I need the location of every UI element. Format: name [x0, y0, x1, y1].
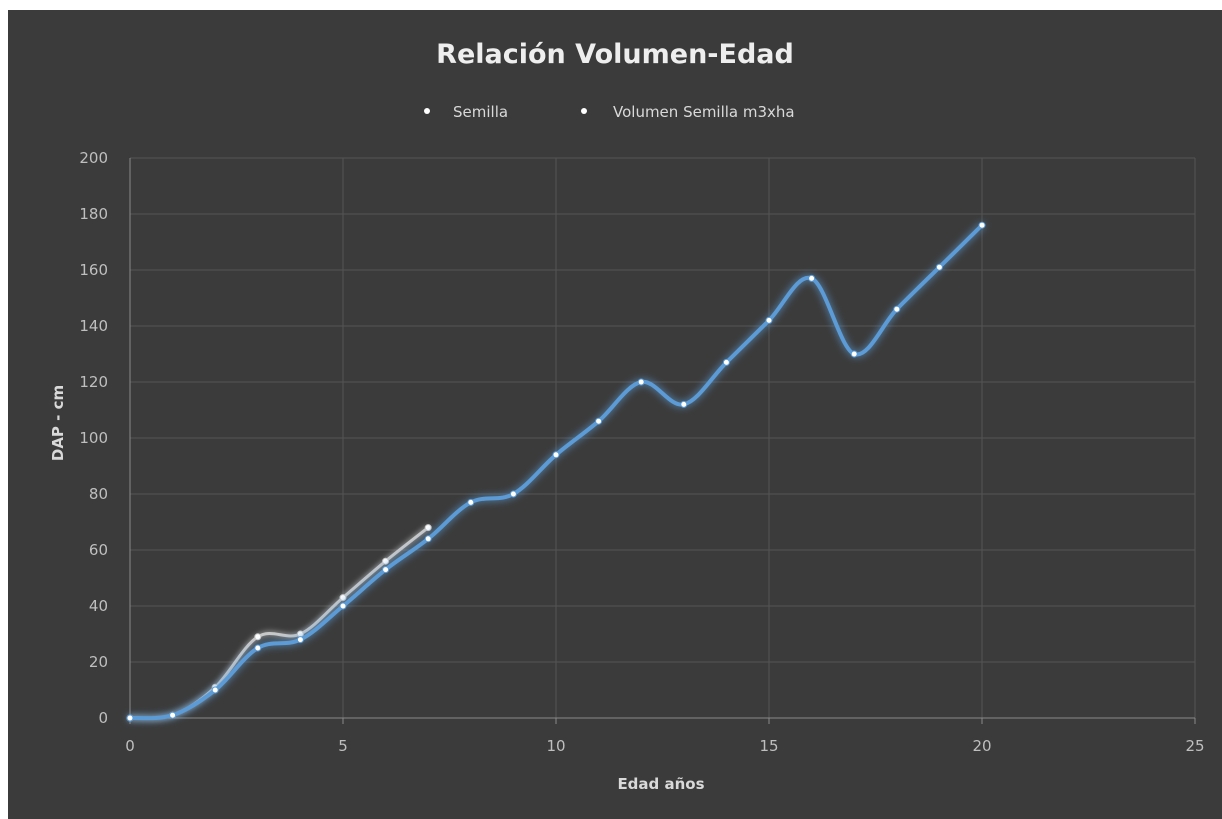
legend-label-volumen-semilla-m3xha: Volumen Semilla m3xha: [613, 103, 795, 121]
legend-marker-semilla: [424, 108, 430, 114]
x-tick-label: 20: [972, 737, 991, 755]
y-axis-title: DAP - cm: [49, 385, 67, 461]
data-point-semilla: [765, 316, 773, 324]
chart-title: Relación Volumen-Edad: [436, 39, 794, 70]
series-line-volumen-semilla-m3xha: [128, 526, 430, 720]
x-tick-label: 10: [546, 737, 565, 755]
data-point-semilla: [808, 274, 816, 282]
legend: Semilla Volumen Semilla m3xha: [404, 103, 795, 121]
series-line-semilla: [128, 223, 984, 721]
data-point-semilla: [680, 400, 688, 408]
data-point-semilla: [382, 566, 390, 574]
axes: [129, 158, 1196, 724]
y-tick-label: 160: [79, 261, 108, 279]
data-point-semilla: [935, 263, 943, 271]
data-point-volumen-semilla-m3xha: [382, 557, 390, 565]
data-point-semilla: [339, 602, 347, 610]
x-tick-label: 0: [125, 737, 135, 755]
data-point-semilla: [850, 350, 858, 358]
data-point-semilla: [637, 378, 645, 386]
x-tick-label: 15: [759, 737, 778, 755]
x-tick-label: 5: [338, 737, 348, 755]
data-point-volumen-semilla-m3xha: [339, 594, 347, 602]
chart-area: Relación Volumen-Edad Semilla Volumen Sem…: [8, 10, 1222, 819]
x-axis-title: Edad años: [617, 775, 704, 793]
data-point-semilla: [169, 711, 177, 719]
y-tick-label: 20: [89, 653, 108, 671]
y-tick-label: 180: [79, 205, 108, 223]
x-tick-label: 25: [1185, 737, 1204, 755]
gridlines: [130, 157, 1196, 718]
data-point-semilla: [467, 498, 475, 506]
data-point-semilla: [509, 490, 517, 498]
data-point-semilla: [254, 644, 262, 652]
legend-label-semilla: Semilla: [453, 103, 508, 121]
data-point-semilla: [595, 417, 603, 425]
data-point-semilla: [552, 451, 560, 459]
data-point-volumen-semilla-m3xha: [424, 524, 432, 532]
y-tick-label: 60: [89, 541, 108, 559]
data-point-semilla: [211, 686, 219, 694]
x-axis-ticks: 0 5 10 15 20 25: [125, 737, 1204, 755]
y-tick-label: 120: [79, 373, 108, 391]
y-tick-label: 0: [98, 709, 108, 727]
y-tick-label: 200: [79, 149, 108, 167]
data-point-semilla: [296, 636, 304, 644]
y-tick-label: 80: [89, 485, 108, 503]
data-point-semilla: [126, 714, 134, 722]
data-point-semilla: [424, 535, 432, 543]
y-tick-label: 140: [79, 317, 108, 335]
data-point-volumen-semilla-m3xha: [254, 633, 262, 641]
y-tick-label: 100: [79, 429, 108, 447]
data-point-semilla: [893, 305, 901, 313]
y-axis-ticks: 0 20 40 60 80 100 120 140 160 180 200: [79, 149, 108, 727]
line-chart: Relación Volumen-Edad Semilla Volumen Sem…: [49, 39, 1205, 793]
y-tick-label: 40: [89, 597, 108, 615]
data-point-semilla: [722, 358, 730, 366]
data-point-semilla: [978, 221, 986, 229]
series-layer: [126, 221, 986, 722]
legend-marker-volumen-semilla-m3xha: [581, 108, 587, 114]
